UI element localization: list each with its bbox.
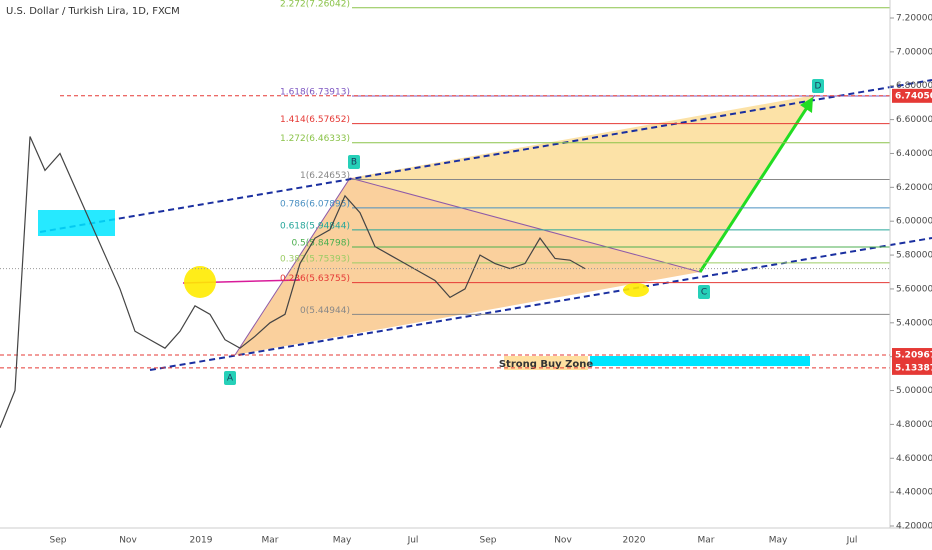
point-label: B <box>351 158 357 168</box>
price-label: 5.20967 <box>895 351 932 361</box>
fib-label: 0(5.44944) <box>300 306 350 316</box>
y-tick-label: 6.00000 <box>896 217 932 227</box>
arrow-head <box>800 97 813 113</box>
upper-channel <box>39 79 932 233</box>
x-tick-label: 2019 <box>190 536 213 546</box>
x-tick-label: Mar <box>262 536 279 546</box>
y-tick-label: 5.40000 <box>896 318 932 328</box>
y-tick-label: 5.00000 <box>896 386 932 396</box>
x-tick-label: May <box>769 536 788 546</box>
lower-channel <box>149 237 932 371</box>
fib-triangle-bcd <box>350 95 815 272</box>
point-badge <box>812 79 824 93</box>
price-label-bg <box>892 360 932 375</box>
x-tick-label: Mar <box>698 536 715 546</box>
fib-triangle-abc <box>235 178 700 355</box>
point-badge <box>348 155 360 169</box>
point-label: C <box>701 288 707 298</box>
y-tick-label: 4.60000 <box>896 454 932 464</box>
x-tick-label: Sep <box>480 536 497 546</box>
supply-box <box>38 210 115 236</box>
y-tick-label: 7.00000 <box>896 47 932 57</box>
price-label-bg <box>892 88 932 103</box>
projection-arrow <box>698 105 810 273</box>
price-label: 6.74050 <box>895 91 932 101</box>
x-tick-label: Jul <box>407 536 419 546</box>
y-tick-label: 5.60000 <box>896 284 932 294</box>
fib-label: 0.5(5.84798) <box>291 238 350 248</box>
fib-label: 0.382(5.75393) <box>280 254 350 264</box>
chart-title: U.S. Dollar / Turkish Lira, 1D, FXCM <box>6 6 180 17</box>
fib-label: 1.272(6.46333) <box>280 134 350 144</box>
x-tick-label: Sep <box>50 536 67 546</box>
fib-label: 0.618(5.94844) <box>280 221 350 231</box>
x-tick-label: May <box>333 536 352 546</box>
buy-zone-label: Strong Buy Zone <box>499 359 594 370</box>
x-tick-label: Nov <box>119 536 137 546</box>
x-tick-label: Jul <box>846 536 858 546</box>
highlight-circle <box>184 266 216 298</box>
y-tick-label: 6.80000 <box>896 81 932 91</box>
highlight-ellipse <box>623 283 649 297</box>
y-tick-label: 4.20000 <box>896 522 932 532</box>
price-label: 5.13387 <box>895 363 932 373</box>
point-badge <box>698 285 710 299</box>
y-tick-label: 4.40000 <box>896 488 932 498</box>
fib-label: 0.786(6.07895) <box>280 199 350 209</box>
fib-label: 0.236(5.63755) <box>280 274 350 284</box>
point-label: D <box>815 82 822 92</box>
y-tick-label: 6.40000 <box>896 149 932 159</box>
y-tick-label: 4.80000 <box>896 420 932 430</box>
point-badge <box>224 371 236 385</box>
x-tick-label: 2020 <box>623 536 646 546</box>
fib-label: 2.272(7.26042) <box>280 0 350 9</box>
y-tick-label: 5.80000 <box>896 251 932 261</box>
y-tick-label: 7.20000 <box>896 14 932 24</box>
x-tick-label: Nov <box>554 536 572 546</box>
price-label-bg <box>892 348 932 363</box>
fib-label: 1.618(6.73913) <box>280 88 350 98</box>
buy-zone-label-bg <box>504 356 588 370</box>
buy-zone-bar <box>590 356 810 366</box>
fib-label: 1.414(6.57652) <box>280 115 350 125</box>
price-line <box>0 136 586 429</box>
drawings: Strong Buy Zone 2.272(7.26042) 1.618(6.73… <box>0 0 932 371</box>
y-tick-label: 6.20000 <box>896 183 932 193</box>
fib-label: 1(6.24653) <box>300 171 350 181</box>
y-tick-label: 6.60000 <box>896 115 932 125</box>
point-label: A <box>227 374 234 384</box>
